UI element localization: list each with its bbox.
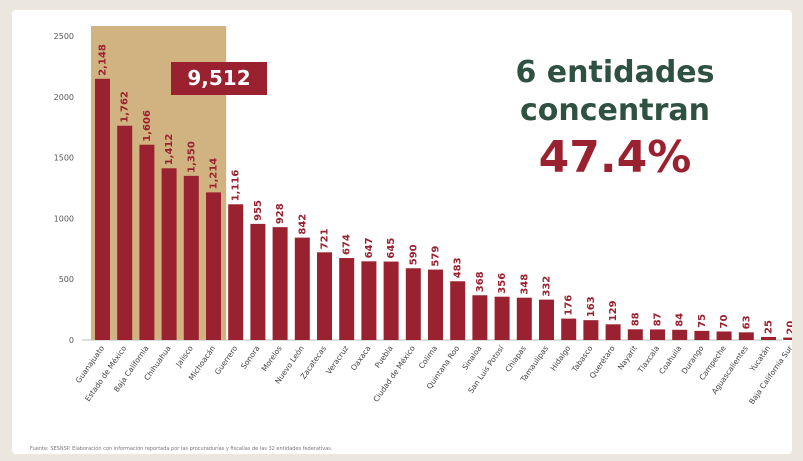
bar	[672, 329, 688, 340]
bar	[95, 78, 110, 341]
headline-line1: 6 entidades	[515, 55, 715, 90]
bar	[317, 252, 332, 340]
bar	[650, 329, 665, 340]
bar	[206, 192, 221, 340]
bar	[583, 320, 599, 340]
category-label: Ciudad de México	[371, 344, 417, 404]
headline-line2: concentran	[520, 93, 710, 128]
bar	[361, 261, 377, 340]
bar-value-label: 2,148	[98, 44, 109, 76]
bar-value-label: 163	[586, 296, 597, 317]
headline: 6 entidades concentran 47.4%	[480, 54, 750, 184]
bar-value-label: 20	[786, 321, 792, 335]
bar	[516, 297, 532, 340]
bar-value-label: 1,412	[164, 134, 175, 166]
bar-value-label: 645	[386, 238, 397, 259]
bar-value-label: 590	[408, 244, 419, 265]
category-label: Colima	[417, 344, 439, 370]
bar-value-label: 647	[364, 237, 375, 258]
bar-value-label: 176	[564, 295, 575, 316]
bar-value-label: 721	[320, 228, 331, 249]
bar	[428, 269, 443, 340]
bar	[139, 144, 155, 340]
category-label: Veracruz	[324, 344, 350, 376]
bar-value-label: 88	[630, 312, 641, 326]
bar	[161, 168, 177, 340]
bar-value-label: 1,606	[142, 110, 153, 142]
y-tick-label: 2000	[54, 93, 74, 102]
bar-value-label: 1,214	[209, 158, 220, 190]
category-label: Hidalgo	[549, 344, 573, 373]
category-label: Sonora	[239, 344, 262, 371]
bar	[605, 324, 621, 340]
bar-value-label: 84	[675, 313, 686, 327]
bar	[294, 237, 310, 340]
bar-value-label: 356	[497, 273, 508, 294]
bar	[272, 227, 288, 340]
category-label: Oaxaca	[349, 344, 373, 372]
y-tick-label: 1000	[54, 214, 74, 223]
bar-value-label: 579	[431, 246, 442, 267]
y-tick-label: 2500	[54, 32, 74, 41]
bar	[561, 318, 577, 340]
bar	[383, 261, 399, 340]
bar	[228, 204, 244, 340]
bar	[539, 299, 554, 340]
bar-value-label: 483	[453, 257, 464, 278]
bar-value-label: 25	[764, 320, 775, 334]
chart-card: 0 500 1000 1500 2000 2500 2,148 Guanajuato 1,762…	[12, 10, 792, 454]
bar	[694, 330, 710, 340]
bar-value-label: 674	[342, 234, 353, 255]
bar	[783, 337, 792, 340]
source-note: Fuente: SESNSP. Elaboración con informac…	[30, 446, 333, 452]
bar	[405, 268, 421, 340]
bar-value-label: 332	[542, 276, 553, 297]
category-label: Sinaloa	[460, 344, 483, 372]
bar	[250, 223, 266, 340]
bar	[450, 281, 466, 340]
bar-value-label: 842	[297, 214, 308, 235]
bar-chart: 050010001500200025002,148Guanajuato1,762…	[54, 26, 792, 406]
bar-value-label: 1,762	[120, 91, 131, 123]
bar	[117, 125, 133, 340]
headline-percent: 47.4%	[538, 132, 692, 183]
bar-value-label: 1,116	[231, 170, 242, 202]
y-tick-label: 0	[69, 336, 74, 345]
y-tick-label: 1500	[54, 154, 74, 163]
bar-value-label: 928	[275, 203, 286, 224]
y-tick-label: 500	[59, 275, 74, 284]
bar	[472, 295, 488, 340]
bar-value-label: 63	[741, 315, 752, 329]
bar	[627, 329, 643, 340]
bar	[716, 331, 732, 340]
bar-value-label: 1,350	[186, 141, 197, 173]
category-label: Nayarit	[616, 344, 639, 372]
bar-value-label: 348	[519, 274, 530, 295]
bar-value-label: 955	[253, 200, 264, 221]
highlight-total-badge: 9,512	[171, 62, 267, 95]
category-label: Guerrero	[213, 344, 240, 377]
bar	[761, 336, 776, 340]
bar-value-label: 75	[697, 314, 708, 328]
bar	[738, 332, 754, 340]
bar	[183, 175, 199, 340]
bar-value-label: 129	[608, 300, 619, 321]
bar-value-label: 70	[719, 315, 730, 329]
bar-value-label: 368	[475, 271, 486, 292]
bar	[494, 296, 510, 340]
category-label: Puebla	[373, 344, 395, 370]
bar	[339, 258, 355, 340]
category-label: Jalisco	[173, 344, 195, 370]
bar-value-label: 87	[653, 312, 664, 326]
